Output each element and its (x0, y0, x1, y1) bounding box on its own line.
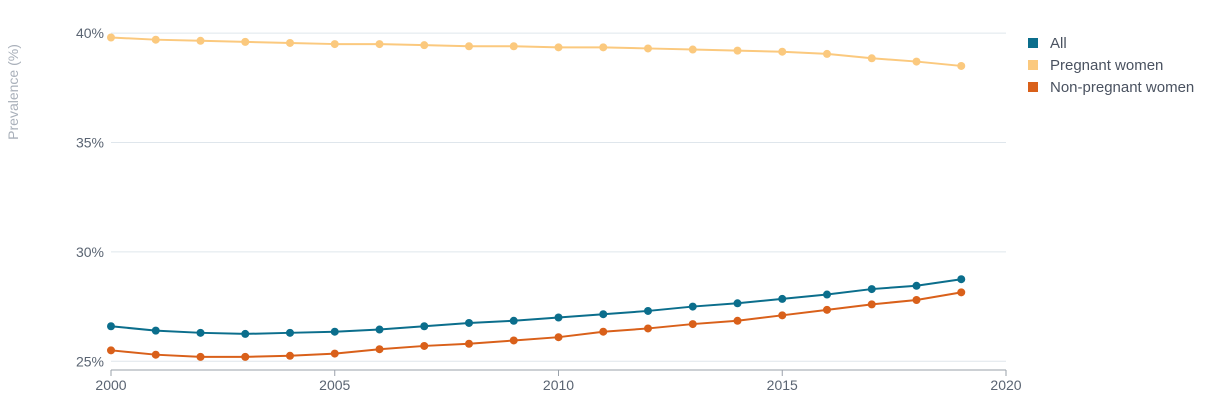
data-point[interactable] (151, 350, 160, 359)
data-point[interactable] (912, 281, 921, 290)
data-point[interactable] (196, 36, 205, 45)
data-point[interactable] (688, 320, 697, 329)
data-point[interactable] (957, 61, 966, 70)
data-point[interactable] (778, 47, 787, 56)
series-all (107, 275, 966, 338)
y-tick-label: 35% (76, 135, 104, 151)
data-point[interactable] (196, 352, 205, 361)
data-point[interactable] (867, 285, 876, 294)
x-axis: 2000 2005 2010 2015 2020 (95, 369, 1022, 393)
data-point[interactable] (107, 346, 115, 355)
data-point[interactable] (465, 339, 473, 348)
data-point[interactable] (465, 42, 473, 51)
data-point[interactable] (330, 327, 339, 336)
legend-item-all[interactable]: All (1028, 32, 1194, 54)
data-point[interactable] (241, 37, 250, 46)
legend-item-non-pregnant-women[interactable]: Non-pregnant women (1028, 76, 1194, 98)
data-point[interactable] (241, 352, 250, 361)
series-line-non-pregnant-women (110, 291, 962, 358)
data-point[interactable] (778, 311, 787, 320)
data-point[interactable] (823, 49, 831, 58)
y-axis-title: Prevalence (%) (5, 44, 21, 140)
data-point[interactable] (957, 275, 966, 284)
data-point[interactable] (778, 294, 787, 303)
series-line-pregnant-women (110, 36, 962, 67)
data-point[interactable] (599, 310, 608, 319)
data-point[interactable] (733, 316, 742, 325)
data-point[interactable] (509, 316, 518, 325)
legend-label: Non-pregnant women (1050, 78, 1195, 96)
y-tick-label: 30% (76, 244, 104, 260)
data-point[interactable] (286, 328, 294, 337)
y-axis: 25% 30% 35% 40% (76, 25, 104, 369)
data-point[interactable] (554, 333, 563, 342)
x-tick-label: 2020 (990, 377, 1021, 393)
data-point[interactable] (733, 46, 742, 55)
data-point[interactable] (554, 43, 563, 52)
legend-swatch (1028, 82, 1038, 92)
series-layer (107, 33, 966, 361)
legend: All Pregnant women Non-pregnant women (1028, 32, 1194, 98)
data-point[interactable] (107, 33, 115, 42)
data-point[interactable] (957, 288, 966, 297)
legend-label: Pregnant women (1050, 56, 1164, 74)
data-point[interactable] (509, 42, 518, 51)
data-point[interactable] (330, 40, 339, 49)
data-point[interactable] (823, 290, 831, 299)
grid-lines (111, 32, 1006, 362)
data-point[interactable] (286, 351, 294, 360)
series-pregnant-women (107, 33, 966, 70)
data-point[interactable] (733, 299, 742, 308)
y-tick-label: 40% (76, 25, 104, 41)
series-non-pregnant-women (107, 288, 966, 361)
data-point[interactable] (599, 43, 608, 52)
data-point[interactable] (644, 324, 652, 333)
data-point[interactable] (554, 313, 563, 322)
x-tick-label: 2000 (95, 377, 126, 393)
data-point[interactable] (420, 341, 429, 350)
data-point[interactable] (286, 38, 294, 47)
legend-swatch (1028, 60, 1038, 70)
series-line-all (110, 278, 962, 335)
data-point[interactable] (465, 318, 473, 327)
data-point[interactable] (823, 305, 831, 314)
legend-swatch (1028, 38, 1038, 48)
x-tick-label: 2015 (767, 377, 798, 393)
data-point[interactable] (912, 296, 921, 304)
data-point[interactable] (688, 45, 697, 54)
data-point[interactable] (151, 326, 160, 335)
x-tick-label: 2010 (543, 377, 574, 393)
data-point[interactable] (241, 329, 250, 338)
data-point[interactable] (375, 345, 384, 354)
y-tick-label: 25% (76, 353, 104, 369)
data-point[interactable] (196, 328, 205, 337)
data-point[interactable] (867, 54, 876, 63)
data-point[interactable] (107, 322, 115, 331)
data-point[interactable] (867, 300, 876, 309)
data-point[interactable] (644, 306, 652, 315)
data-point[interactable] (644, 44, 652, 53)
data-point[interactable] (509, 336, 518, 345)
legend-item-pregnant-women[interactable]: Pregnant women (1028, 54, 1194, 76)
data-point[interactable] (420, 322, 429, 331)
data-point[interactable] (599, 327, 608, 336)
data-point[interactable] (151, 35, 160, 44)
x-tick-label: 2005 (319, 377, 350, 393)
legend-label: All (1050, 34, 1067, 52)
data-point[interactable] (420, 41, 429, 50)
data-point[interactable] (688, 302, 697, 311)
data-point[interactable] (375, 40, 384, 49)
data-point[interactable] (912, 57, 921, 66)
data-point[interactable] (330, 349, 339, 358)
data-point[interactable] (375, 325, 384, 334)
